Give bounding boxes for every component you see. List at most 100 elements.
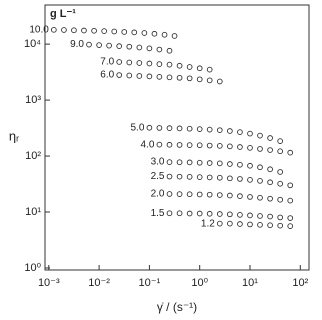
data-point — [257, 132, 263, 139]
plot-frame — [44, 4, 310, 271]
data-point — [166, 159, 173, 165]
data-point — [176, 159, 183, 166]
data-point — [166, 47, 173, 54]
data-point — [277, 138, 284, 144]
y-tick-label: 10⁴ — [24, 38, 41, 50]
data-point — [257, 146, 263, 152]
data-point — [277, 169, 284, 175]
data-point — [227, 161, 233, 167]
x-axis-label: γ̇ / (s⁻¹) — [157, 300, 197, 314]
data-point — [126, 59, 133, 66]
data-point — [227, 128, 233, 134]
data-point — [156, 141, 163, 148]
series-label: 7.0 — [100, 57, 114, 68]
data-point — [267, 147, 273, 153]
data-point — [176, 210, 183, 217]
data-point — [227, 175, 233, 182]
data-point — [206, 174, 213, 181]
data-point — [257, 164, 263, 171]
data-point — [166, 173, 173, 180]
data-point — [186, 142, 193, 148]
data-point — [237, 221, 243, 227]
data-point — [186, 210, 193, 217]
data-point — [216, 174, 223, 181]
data-point — [287, 182, 294, 189]
data-point — [277, 180, 284, 187]
data-point — [277, 214, 284, 221]
series-label: 1.5 — [151, 208, 165, 219]
series-label: 10.0 — [29, 24, 49, 35]
data-point — [166, 191, 173, 197]
data-point — [166, 141, 173, 148]
data-point — [196, 142, 203, 149]
data-point — [196, 126, 203, 132]
data-point — [186, 159, 193, 166]
data-point — [176, 62, 183, 69]
data-point — [176, 125, 183, 132]
data-point — [257, 178, 263, 184]
data-point — [206, 160, 213, 166]
data-point — [247, 221, 253, 228]
data-point — [267, 166, 273, 173]
x-tick-label: 10⁻² — [88, 277, 110, 289]
data-point — [121, 29, 128, 35]
data-point — [216, 160, 223, 167]
data-point — [267, 135, 273, 141]
data-point — [136, 73, 143, 79]
y-tick-label: 10¹ — [25, 206, 41, 218]
data-point — [277, 196, 284, 203]
data-point — [81, 27, 87, 34]
series-label: 9.0 — [70, 39, 84, 50]
data-point — [186, 75, 193, 82]
data-point — [176, 74, 183, 81]
data-point — [196, 159, 203, 166]
data-point — [186, 173, 193, 180]
data-point — [247, 130, 253, 137]
data-point — [126, 72, 133, 79]
data-point — [91, 27, 97, 34]
data-point — [141, 30, 148, 36]
data-point — [166, 125, 173, 132]
data-point — [206, 142, 213, 149]
data-point — [116, 43, 123, 49]
data-point — [186, 64, 193, 70]
data-point — [237, 129, 243, 135]
data-point — [227, 220, 233, 227]
data-point — [247, 194, 253, 200]
x-tick-label: 10⁰ — [191, 277, 208, 289]
data-point — [116, 59, 123, 65]
series-label: 3.0 — [151, 157, 165, 168]
data-point — [287, 223, 294, 229]
data-point — [131, 29, 138, 36]
series-label: 4.0 — [140, 139, 154, 150]
series-label: 2.0 — [151, 189, 165, 200]
data-point — [237, 211, 243, 218]
data-point — [227, 143, 233, 150]
x-tick-label: 10² — [292, 277, 308, 289]
x-tick-label: 10¹ — [242, 277, 258, 289]
data-point — [216, 78, 223, 85]
data-point — [247, 145, 253, 151]
data-point — [86, 41, 92, 48]
data-point — [277, 222, 284, 229]
data-point — [156, 61, 163, 67]
data-point — [71, 27, 77, 34]
y-axis-label: ηᵣ — [9, 128, 19, 143]
series-label: 5.0 — [130, 122, 144, 133]
data-point — [237, 144, 243, 150]
data-point — [257, 194, 263, 201]
data-point — [126, 43, 133, 50]
data-point — [196, 65, 203, 72]
data-point — [247, 212, 253, 219]
data-point — [51, 26, 57, 33]
data-point — [166, 210, 173, 217]
data-point — [146, 60, 153, 67]
data-point — [111, 28, 118, 35]
data-point — [257, 221, 263, 228]
data-point — [196, 210, 203, 217]
data-point — [176, 142, 183, 148]
data-point — [136, 60, 143, 66]
data-point — [216, 127, 223, 134]
data-point — [166, 61, 173, 68]
